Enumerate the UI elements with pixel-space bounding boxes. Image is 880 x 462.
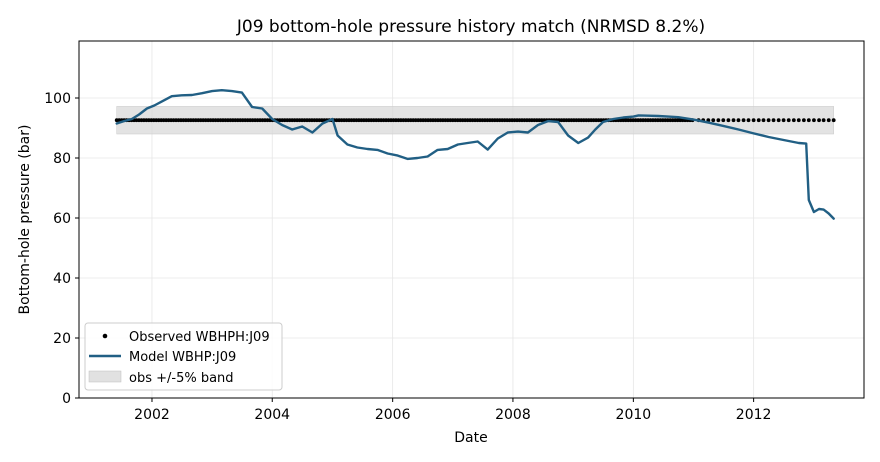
observed-point: [761, 118, 766, 123]
observed-point: [721, 118, 726, 123]
y-tick-label: 40: [53, 271, 71, 287]
observed-point: [711, 118, 716, 123]
x-tick-label: 2010: [616, 407, 652, 423]
y-tick-label: 60: [53, 211, 71, 227]
observed-point: [806, 118, 811, 123]
x-axis-label: Date: [454, 430, 487, 446]
observed-point: [812, 118, 816, 123]
observed-point: [716, 118, 721, 123]
observed-point: [776, 118, 781, 123]
observed-point: [756, 118, 761, 123]
y-axis-ticks: 0 20 40 60 80 100: [44, 91, 79, 407]
plot-frame: [78, 40, 865, 399]
y-axis-label: Bottom-hole pressure (bar): [17, 125, 33, 315]
legend-observed-label: Observed WBHPH:J09: [129, 330, 270, 345]
legend-box: [84, 322, 283, 391]
observed-point: [781, 118, 786, 123]
observed-point: [771, 118, 776, 123]
observed-point: [731, 118, 736, 123]
legend: Observed WBHPH:J09 Model WBHP:J09 obs +/…: [84, 322, 283, 391]
observed-point: [831, 118, 836, 123]
model-line-layer: [115, 88, 835, 220]
x-tick-label: 2008: [495, 407, 531, 423]
observed-point: [766, 118, 771, 123]
x-tick-label: 2002: [134, 407, 170, 423]
x-axis-ticks: 2002 2004 2006 2008 2010 2012: [134, 398, 771, 423]
x-tick-label: 2006: [375, 407, 411, 423]
observed-point: [821, 118, 826, 123]
y-tick-label: 80: [53, 151, 71, 167]
observed-point: [741, 118, 746, 123]
y-tick-label: 20: [53, 331, 71, 347]
observed-point: [796, 118, 801, 123]
model-line: [115, 88, 835, 220]
x-tick-label: 2004: [254, 407, 290, 423]
observed-points: [114, 118, 836, 123]
y-tick-label: 100: [44, 91, 71, 107]
legend-model-label: Model WBHP:J09: [129, 350, 236, 365]
observed-point: [706, 118, 711, 123]
observed-point: [736, 118, 741, 123]
chart-title: J09 bottom-hole pressure history match (…: [236, 17, 705, 37]
observed-point: [726, 118, 731, 123]
legend-observed-marker: [102, 333, 108, 339]
observed-point: [786, 118, 791, 123]
y-tick-label: 0: [62, 391, 71, 407]
observed-point: [791, 118, 796, 123]
observed-point: [817, 118, 821, 123]
observed-point: [746, 118, 751, 123]
observed-point: [801, 118, 806, 123]
observed-point: [751, 118, 756, 123]
observed-point: [826, 118, 831, 123]
x-tick-label: 2012: [736, 407, 772, 423]
legend-band-label: obs +/-5% band: [129, 371, 234, 386]
legend-band-swatch: [88, 370, 122, 383]
